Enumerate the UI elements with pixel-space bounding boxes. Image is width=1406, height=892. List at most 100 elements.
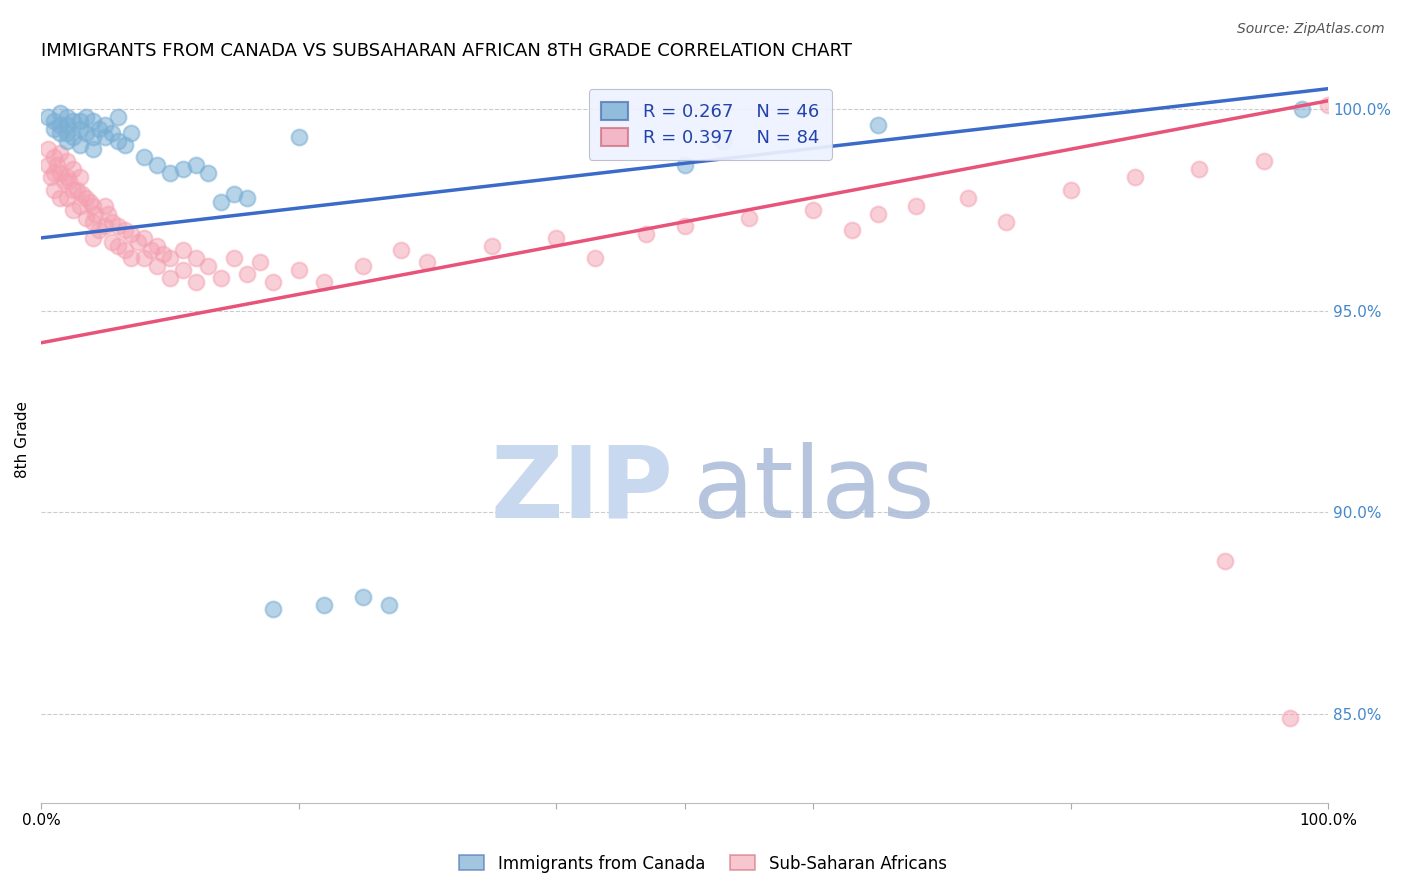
Point: [132, 251, 155, 265]
Point: [82, 114, 104, 128]
Point: [42, 182, 65, 196]
Point: [209, 194, 232, 209]
Point: [49, 146, 72, 161]
Point: [673, 219, 696, 233]
Point: [159, 166, 181, 180]
Point: [49, 191, 72, 205]
Point: [1060, 182, 1083, 196]
Point: [1291, 102, 1313, 116]
Point: [94, 130, 117, 145]
Point: [75, 211, 97, 225]
Point: [262, 602, 284, 616]
Point: [905, 199, 928, 213]
Point: [56, 134, 79, 148]
Point: [107, 239, 129, 253]
Point: [56, 170, 79, 185]
Point: [49, 126, 72, 140]
Point: [53, 174, 76, 188]
Text: ZIP: ZIP: [491, 442, 673, 539]
Point: [114, 138, 136, 153]
Point: [69, 114, 91, 128]
Point: [84, 207, 107, 221]
Point: [69, 199, 91, 213]
Point: [314, 598, 336, 612]
Point: [224, 186, 246, 201]
Point: [56, 110, 79, 124]
Point: [738, 211, 761, 225]
Point: [314, 275, 336, 289]
Point: [634, 227, 657, 241]
Point: [352, 590, 374, 604]
Point: [184, 275, 207, 289]
Point: [132, 150, 155, 164]
Point: [416, 255, 439, 269]
Point: [82, 231, 104, 245]
Point: [866, 207, 889, 221]
Point: [146, 259, 169, 273]
Point: [62, 114, 84, 128]
Point: [82, 142, 104, 156]
Point: [139, 243, 162, 257]
Point: [1123, 170, 1146, 185]
Point: [49, 118, 72, 132]
Point: [56, 118, 79, 132]
Point: [1188, 162, 1211, 177]
Point: [159, 271, 181, 285]
Point: [37, 142, 59, 156]
Point: [172, 263, 194, 277]
Point: [801, 202, 824, 217]
Point: [107, 219, 129, 233]
Text: atlas: atlas: [693, 442, 934, 539]
Point: [69, 170, 91, 185]
Point: [42, 166, 65, 180]
Point: [101, 235, 124, 249]
Point: [352, 259, 374, 273]
Point: [287, 263, 309, 277]
Point: [262, 275, 284, 289]
Text: IMMIGRANTS FROM CANADA VS SUBSAHARAN AFRICAN 8TH GRADE CORRELATION CHART: IMMIGRANTS FROM CANADA VS SUBSAHARAN AFR…: [41, 42, 852, 60]
Point: [236, 267, 259, 281]
Point: [544, 231, 567, 245]
Point: [956, 191, 979, 205]
Point: [75, 191, 97, 205]
Point: [120, 227, 142, 241]
Point: [66, 182, 89, 196]
Point: [87, 122, 110, 136]
Point: [107, 134, 129, 148]
Point: [120, 251, 142, 265]
Point: [56, 191, 79, 205]
Point: [82, 130, 104, 145]
Point: [224, 251, 246, 265]
Point: [72, 186, 94, 201]
Point: [127, 235, 149, 249]
Point: [42, 122, 65, 136]
Point: [146, 158, 169, 172]
Point: [45, 158, 67, 172]
Legend: Immigrants from Canada, Sub-Saharan Africans: Immigrants from Canada, Sub-Saharan Afri…: [453, 848, 953, 880]
Point: [114, 243, 136, 257]
Point: [209, 271, 232, 285]
Point: [114, 223, 136, 237]
Point: [75, 110, 97, 124]
Point: [69, 122, 91, 136]
Point: [94, 118, 117, 132]
Point: [37, 158, 59, 172]
Point: [62, 182, 84, 196]
Point: [82, 215, 104, 229]
Point: [69, 138, 91, 153]
Point: [82, 199, 104, 213]
Point: [159, 251, 181, 265]
Point: [75, 126, 97, 140]
Point: [152, 247, 174, 261]
Point: [62, 130, 84, 145]
Point: [1253, 154, 1275, 169]
Point: [97, 207, 120, 221]
Point: [107, 110, 129, 124]
Point: [995, 215, 1018, 229]
Point: [56, 154, 79, 169]
Point: [172, 162, 194, 177]
Point: [287, 130, 309, 145]
Point: [866, 118, 889, 132]
Point: [37, 110, 59, 124]
Point: [58, 174, 80, 188]
